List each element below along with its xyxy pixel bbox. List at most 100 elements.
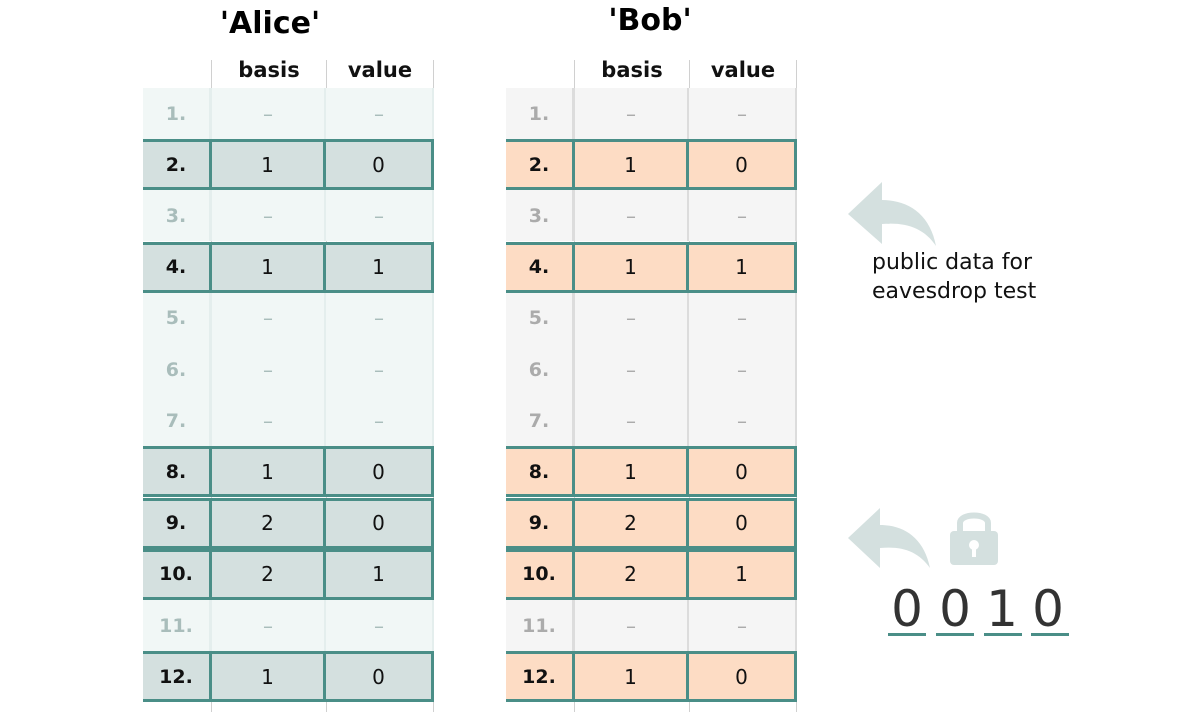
alice-value-cell: 1 xyxy=(326,551,434,597)
alice-row-index: 4. xyxy=(143,244,212,290)
alice-row: 5. – – xyxy=(143,292,434,344)
bob-row: 5. – – xyxy=(506,292,797,344)
bob-row-index: 9. xyxy=(506,500,575,546)
bob-row-index: 1. xyxy=(506,88,575,139)
alice-basis-cell: – xyxy=(212,395,326,447)
bob-row-index: 3. xyxy=(506,190,575,242)
alice-basis-cell: 1 xyxy=(212,244,326,290)
bob-basis-cell: – xyxy=(575,395,689,447)
alice-row: 6. – – xyxy=(143,344,434,395)
alice-row: 11. – – xyxy=(143,600,434,651)
arrow-shape-upper xyxy=(848,182,936,246)
alice-value-cell: 0 xyxy=(326,449,434,495)
alice-row: 8. 1 0 xyxy=(143,446,434,498)
alice-row: 12. 1 0 xyxy=(143,651,434,703)
bob-basis-cell: 1 xyxy=(575,449,689,495)
alice-value-cell: – xyxy=(326,395,434,447)
alice-basis-cell: – xyxy=(212,344,326,395)
bob-basis-cell: 2 xyxy=(575,551,689,597)
bob-row: 3. – – xyxy=(506,190,797,242)
key-underline-3 xyxy=(984,633,1022,636)
alice-row-index: 9. xyxy=(143,500,212,546)
alice-value-cell: – xyxy=(326,88,434,139)
key-underline-2 xyxy=(936,633,974,636)
bob-row-index: 11. xyxy=(506,600,575,651)
bob-row: 8. 1 0 xyxy=(506,446,797,498)
bob-row: 7. – – xyxy=(506,395,797,447)
bob-row-index: 8. xyxy=(506,449,575,495)
bob-row-index: 2. xyxy=(506,142,575,188)
bob-value-cell: 0 xyxy=(689,142,797,188)
alice-row: 4. 1 1 xyxy=(143,241,434,293)
bob-value-cell: – xyxy=(689,190,797,242)
alice-row: 2. 1 0 xyxy=(143,139,434,191)
bob-basis-cell: – xyxy=(575,292,689,344)
alice-basis-cell: 1 xyxy=(212,654,326,700)
alice-value-cell: – xyxy=(326,600,434,651)
alice-basis-cell: – xyxy=(212,190,326,242)
alice-value-cell: 0 xyxy=(326,500,434,546)
alice-row-index: 11. xyxy=(143,600,212,651)
alice-row-index: 5. xyxy=(143,292,212,344)
key-digit-3: 1 xyxy=(986,580,1018,638)
bob-title: 'Bob' xyxy=(608,3,692,38)
alice-value-cell: – xyxy=(326,190,434,242)
alice-row-index: 8. xyxy=(143,449,212,495)
alice-title: 'Alice' xyxy=(219,6,321,41)
bob-basis-cell: – xyxy=(575,600,689,651)
annotation-text: public data for eavesdrop test xyxy=(872,248,1036,306)
key-underline-4 xyxy=(1031,633,1069,636)
key-digit-2: 0 xyxy=(939,580,971,638)
bob-value-cell: – xyxy=(689,88,797,139)
bob-value-cell: – xyxy=(689,600,797,651)
bob-value-cell: 0 xyxy=(689,500,797,546)
alice-row: 10. 2 1 xyxy=(143,548,434,600)
alice-basis-cell: 1 xyxy=(212,142,326,188)
alice-basis-cell: 2 xyxy=(212,500,326,546)
bob-value-cell: 1 xyxy=(689,551,797,597)
bob-basis-cell: – xyxy=(575,190,689,242)
bob-row-index: 7. xyxy=(506,395,575,447)
curved-arrow-left-icon xyxy=(848,508,930,568)
bob-value-cell: 0 xyxy=(689,449,797,495)
bob-row: 6. – – xyxy=(506,344,797,395)
bob-row: 9. 2 0 xyxy=(506,497,797,549)
bob-value-cell: – xyxy=(689,344,797,395)
bob-row-index: 4. xyxy=(506,244,575,290)
bob-value-cell: – xyxy=(689,395,797,447)
alice-value-cell: – xyxy=(326,344,434,395)
bob-value-cell: 1 xyxy=(689,244,797,290)
alice-value-cell: 0 xyxy=(326,654,434,700)
alice-basis-cell: – xyxy=(212,600,326,651)
bob-row-index: 5. xyxy=(506,292,575,344)
alice-row-index: 3. xyxy=(143,190,212,242)
alice-row: 3. – – xyxy=(143,190,434,242)
alice-row-index: 6. xyxy=(143,344,212,395)
bob-basis-cell: 1 xyxy=(575,654,689,700)
bob-row: 2. 1 0 xyxy=(506,139,797,191)
annotation-line-2: eavesdrop test xyxy=(872,279,1037,304)
alice-value-header: value xyxy=(347,58,413,82)
bob-basis-cell: – xyxy=(575,344,689,395)
bob-basis-cell: 1 xyxy=(575,142,689,188)
alice-basis-cell: 2 xyxy=(212,551,326,597)
alice-value-cell: – xyxy=(326,292,434,344)
curved-arrow-left-icon xyxy=(848,182,936,246)
key-digit-1: 0 xyxy=(891,580,923,638)
bob-basis-cell: 1 xyxy=(575,244,689,290)
bob-row: 12. 1 0 xyxy=(506,651,797,703)
bob-row-index: 6. xyxy=(506,344,575,395)
alice-row-index: 2. xyxy=(143,142,212,188)
alice-row: 7. – – xyxy=(143,395,434,447)
alice-row-index: 1. xyxy=(143,88,212,139)
alice-row-index: 10. xyxy=(143,551,212,597)
bob-row: 10. 2 1 xyxy=(506,548,797,600)
bob-value-header: value xyxy=(710,58,776,82)
alice-value-cell: 1 xyxy=(326,244,434,290)
bob-row-index: 12. xyxy=(506,654,575,700)
alice-basis-cell: – xyxy=(212,88,326,139)
padlock-icon xyxy=(950,512,998,565)
alice-basis-cell: – xyxy=(212,292,326,344)
alice-value-cell: 0 xyxy=(326,142,434,188)
bob-value-cell: – xyxy=(689,292,797,344)
